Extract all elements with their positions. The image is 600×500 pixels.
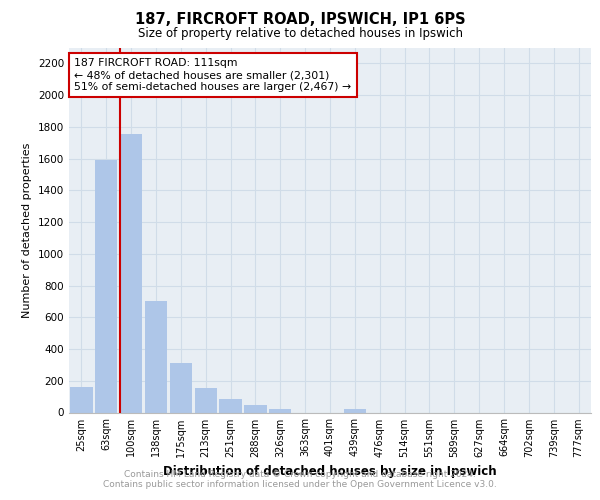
Bar [95,160,118,412]
Text: 187, FIRCROFT ROAD, IPSWICH, IP1 6PS: 187, FIRCROFT ROAD, IPSWICH, IP1 6PS [134,12,466,28]
X-axis label: Distribution of detached houses by size in Ipswich: Distribution of detached houses by size … [163,465,497,478]
Bar [194,388,217,412]
Bar [269,408,292,412]
Text: Contains HM Land Registry data © Crown copyright and database right 2024.
Contai: Contains HM Land Registry data © Crown c… [103,470,497,489]
Bar [244,406,266,412]
Text: 187 FIRCROFT ROAD: 111sqm
← 48% of detached houses are smaller (2,301)
51% of se: 187 FIRCROFT ROAD: 111sqm ← 48% of detac… [74,58,352,92]
Text: Size of property relative to detached houses in Ipswich: Size of property relative to detached ho… [137,28,463,40]
Y-axis label: Number of detached properties: Number of detached properties [22,142,32,318]
Bar [145,302,167,412]
Bar [344,410,366,412]
Bar [220,399,242,412]
Bar [70,387,92,412]
Bar [120,134,142,412]
Bar [170,362,192,412]
